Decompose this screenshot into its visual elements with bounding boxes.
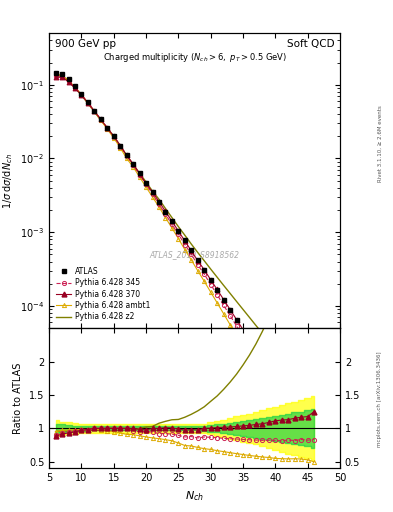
Y-axis label: Ratio to ATLAS: Ratio to ATLAS	[13, 362, 23, 434]
Text: Charged multiplicity ($N_{ch}>6,\ p_T>0.5$ GeV): Charged multiplicity ($N_{ch}>6,\ p_T>0.…	[103, 51, 286, 64]
X-axis label: $N_{ch}$: $N_{ch}$	[185, 489, 204, 503]
Y-axis label: $1/\sigma\,\mathrm{d}\sigma/\mathrm{d}N_{ch}$: $1/\sigma\,\mathrm{d}\sigma/\mathrm{d}N_…	[1, 153, 15, 209]
Text: Soft QCD: Soft QCD	[286, 39, 334, 49]
Text: mcplots.cern.ch [arXiv:1306.3436]: mcplots.cern.ch [arXiv:1306.3436]	[377, 352, 382, 447]
Text: Rivet 3.1.10, ≥ 2.6M events: Rivet 3.1.10, ≥ 2.6M events	[377, 105, 382, 182]
Text: ATLAS_2010_S8918562: ATLAS_2010_S8918562	[149, 250, 240, 259]
Legend: ATLAS, Pythia 6.428 345, Pythia 6.428 370, Pythia 6.428 ambt1, Pythia 6.428 z2: ATLAS, Pythia 6.428 345, Pythia 6.428 37…	[53, 264, 154, 324]
Text: 900 GeV pp: 900 GeV pp	[55, 39, 116, 49]
